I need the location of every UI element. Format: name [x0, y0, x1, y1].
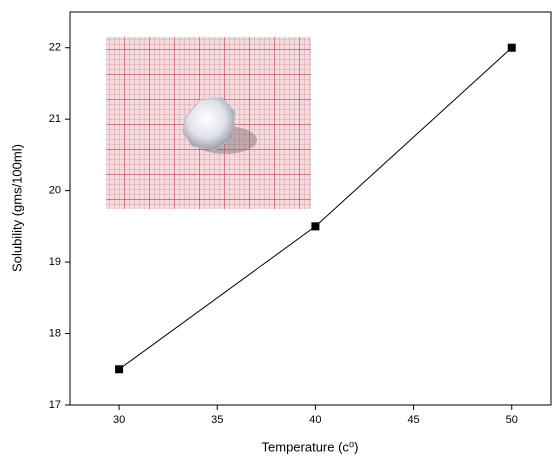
- y-tick-label: 20: [49, 185, 61, 197]
- x-tick-label: 50: [506, 414, 518, 426]
- x-axis-title: Temperature (c⁰): [262, 439, 359, 454]
- data-point: [507, 43, 516, 52]
- y-tick-label: 17: [49, 399, 61, 411]
- y-tick-label: 22: [49, 42, 61, 54]
- data-point: [311, 222, 320, 231]
- x-tick-label: 45: [407, 414, 419, 426]
- y-axis-title: Solubility (gms/100ml): [9, 144, 24, 272]
- x-tick-label: 30: [113, 414, 125, 426]
- data-point: [115, 365, 124, 374]
- x-tick-label: 40: [309, 414, 321, 426]
- x-tick-label: 35: [211, 414, 223, 426]
- inset-photo: [106, 37, 311, 209]
- y-tick-label: 18: [49, 327, 61, 339]
- y-tick-label: 21: [49, 113, 61, 125]
- y-tick-label: 19: [49, 256, 61, 268]
- plot-frame: [69, 11, 552, 406]
